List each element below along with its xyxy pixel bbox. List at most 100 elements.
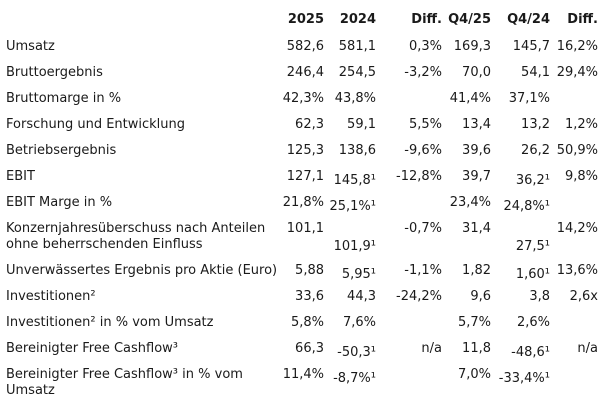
cell: 582,6 (286, 39, 324, 54)
col-header-q4-24: Q4/24 (507, 12, 550, 27)
row-label: Bereinigter Free Cashflow³ (6, 341, 179, 356)
cell-footnoted: -50,3¹ (337, 345, 376, 360)
cell: 39,6 (462, 143, 491, 158)
cell-footnoted: 1,60¹ (515, 267, 550, 282)
cell: -1,1% (404, 263, 442, 278)
cell-footnoted: 25,1%¹ (329, 199, 376, 214)
cell: 125,3 (286, 143, 324, 158)
row-label: Investitionen² (6, 289, 96, 304)
cell: 29,4% (556, 65, 598, 80)
row-label: EBIT Marge in % (6, 195, 113, 210)
col-header-2024: 2024 (339, 12, 376, 27)
row-label: Bruttoergebnis (6, 65, 103, 80)
cell: 16,2% (556, 39, 598, 54)
header-row: 2025 2024 Diff. Q4/25 Q4/24 Diff. (6, 0, 598, 34)
row-bruttoergebnis: Bruttoergebnis 246,4 254,5 -3,2% 70,0 54… (6, 60, 598, 86)
row-investitionen-prozent: Investitionen² in % vom Umsatz 5,8% 7,6%… (6, 310, 598, 336)
col-header-q4-25: Q4/25 (448, 12, 491, 27)
cell-footnoted: 36,2¹ (515, 173, 550, 188)
row-bruttomarge: Bruttomarge in % 42,3% 43,8% 41,4% 37,1% (6, 86, 598, 112)
cell: -24,2% (396, 289, 442, 304)
cell: 43,8% (334, 91, 376, 106)
row-investitionen: Investitionen² 33,6 44,3 -24,2% 9,6 3,8 … (6, 284, 598, 310)
cell: -9,6% (404, 143, 442, 158)
cell: 1,82 (462, 263, 491, 278)
cell: n/a (421, 341, 442, 356)
row-label: Forschung und Entwicklung (6, 117, 186, 132)
cell-footnoted: 5,95¹ (341, 267, 376, 282)
cell: 5,8% (290, 315, 324, 330)
cell: 11,4% (282, 367, 324, 382)
cell (550, 310, 598, 336)
row-betriebsergebnis: Betriebsergebnis 125,3 138,6 -9,6% 39,6 … (6, 138, 598, 164)
cell: 145,7 (512, 39, 550, 54)
row-ergebnis-pro-aktie: Unverwässertes Ergebnis pro Aktie (Euro)… (6, 258, 598, 284)
cell-footnoted: 145,8¹ (333, 173, 376, 188)
row-label: Investitionen² in % vom Umsatz (6, 315, 214, 330)
row-konzernjahresueberschuss: Konzernjahresüberschuss nach Anteilen oh… (6, 216, 598, 258)
cell-footnoted: 24,8%¹ (503, 199, 550, 214)
cell: 169,3 (453, 39, 491, 54)
cell: 23,4% (449, 195, 491, 210)
row-free-cashflow: Bereinigter Free Cashflow³ 66,3 -50,3¹ n… (6, 336, 598, 362)
cell-footnoted: -33,4%¹ (498, 371, 550, 386)
cell: 39,7 (462, 169, 491, 184)
cell: 254,5 (338, 65, 376, 80)
cell: 54,1 (521, 65, 550, 80)
cell: 246,4 (286, 65, 324, 80)
cell: 33,6 (295, 289, 324, 304)
cell: 13,4 (462, 117, 491, 132)
cell-footnoted: 27,5¹ (515, 239, 550, 254)
cell: 44,3 (347, 289, 376, 304)
row-free-cashflow-prozent: Bereinigter Free Cashflow³ in % vom Umsa… (6, 362, 598, 404)
cell: 101,1 (286, 221, 324, 236)
row-label: Konzernjahresüberschuss nach Anteilen oh… (6, 221, 266, 252)
cell-footnoted: -8,7%¹ (333, 371, 376, 386)
cell: 62,3 (295, 117, 324, 132)
cell (550, 86, 598, 112)
row-ebit: EBIT 127,1 145,8¹ -12,8% 39,7 36,2¹ 9,8% (6, 164, 598, 190)
cell (376, 362, 442, 404)
col-header-diff-quarter: Diff. (567, 12, 598, 27)
cell: -12,8% (396, 169, 442, 184)
cell: 21,8% (282, 195, 324, 210)
cell: 9,8% (564, 169, 598, 184)
cell (550, 190, 598, 216)
cell (376, 190, 442, 216)
row-label: Unverwässertes Ergebnis pro Aktie (Euro) (6, 263, 278, 278)
col-header-2025: 2025 (287, 12, 324, 27)
cell: 66,3 (295, 341, 324, 356)
cell: 13,6% (556, 263, 598, 278)
cell: 31,4 (462, 221, 491, 236)
cell: 5,7% (457, 315, 491, 330)
cell: 37,1% (508, 91, 550, 106)
cell (376, 86, 442, 112)
row-ebit-marge: EBIT Marge in % 21,8% 25,1%¹ 23,4% 24,8%… (6, 190, 598, 216)
cell: 1,2% (564, 117, 598, 132)
cell: 2,6% (516, 315, 550, 330)
cell: -3,2% (404, 65, 442, 80)
cell: 7,0% (457, 367, 491, 382)
cell: 2,6x (569, 289, 598, 304)
row-label: EBIT (6, 169, 35, 184)
cell: 5,88 (295, 263, 324, 278)
cell: 50,9% (556, 143, 598, 158)
cell: 13,2 (521, 117, 550, 132)
row-umsatz: Umsatz 582,6 581,1 0,3% 169,3 145,7 16,2… (6, 34, 598, 60)
cell: 70,0 (462, 65, 491, 80)
cell-footnoted: 101,9¹ (333, 239, 376, 254)
cell: 127,1 (286, 169, 324, 184)
row-label: Betriebsergebnis (6, 143, 117, 158)
cell: 0,3% (408, 39, 442, 54)
cell (376, 310, 442, 336)
row-label: Bereinigter Free Cashflow³ in % vom Umsa… (6, 367, 243, 398)
cell: 5,5% (408, 117, 442, 132)
cell: 41,4% (449, 91, 491, 106)
cell: 7,6% (342, 315, 376, 330)
cell: 9,6 (470, 289, 491, 304)
col-header-diff-year: Diff. (411, 12, 442, 27)
row-forschung-entwicklung: Forschung und Entwicklung 62,3 59,1 5,5%… (6, 112, 598, 138)
row-label: Bruttomarge in % (6, 91, 122, 106)
cell-footnoted: -48,6¹ (511, 345, 550, 360)
cell: n/a (577, 341, 598, 356)
